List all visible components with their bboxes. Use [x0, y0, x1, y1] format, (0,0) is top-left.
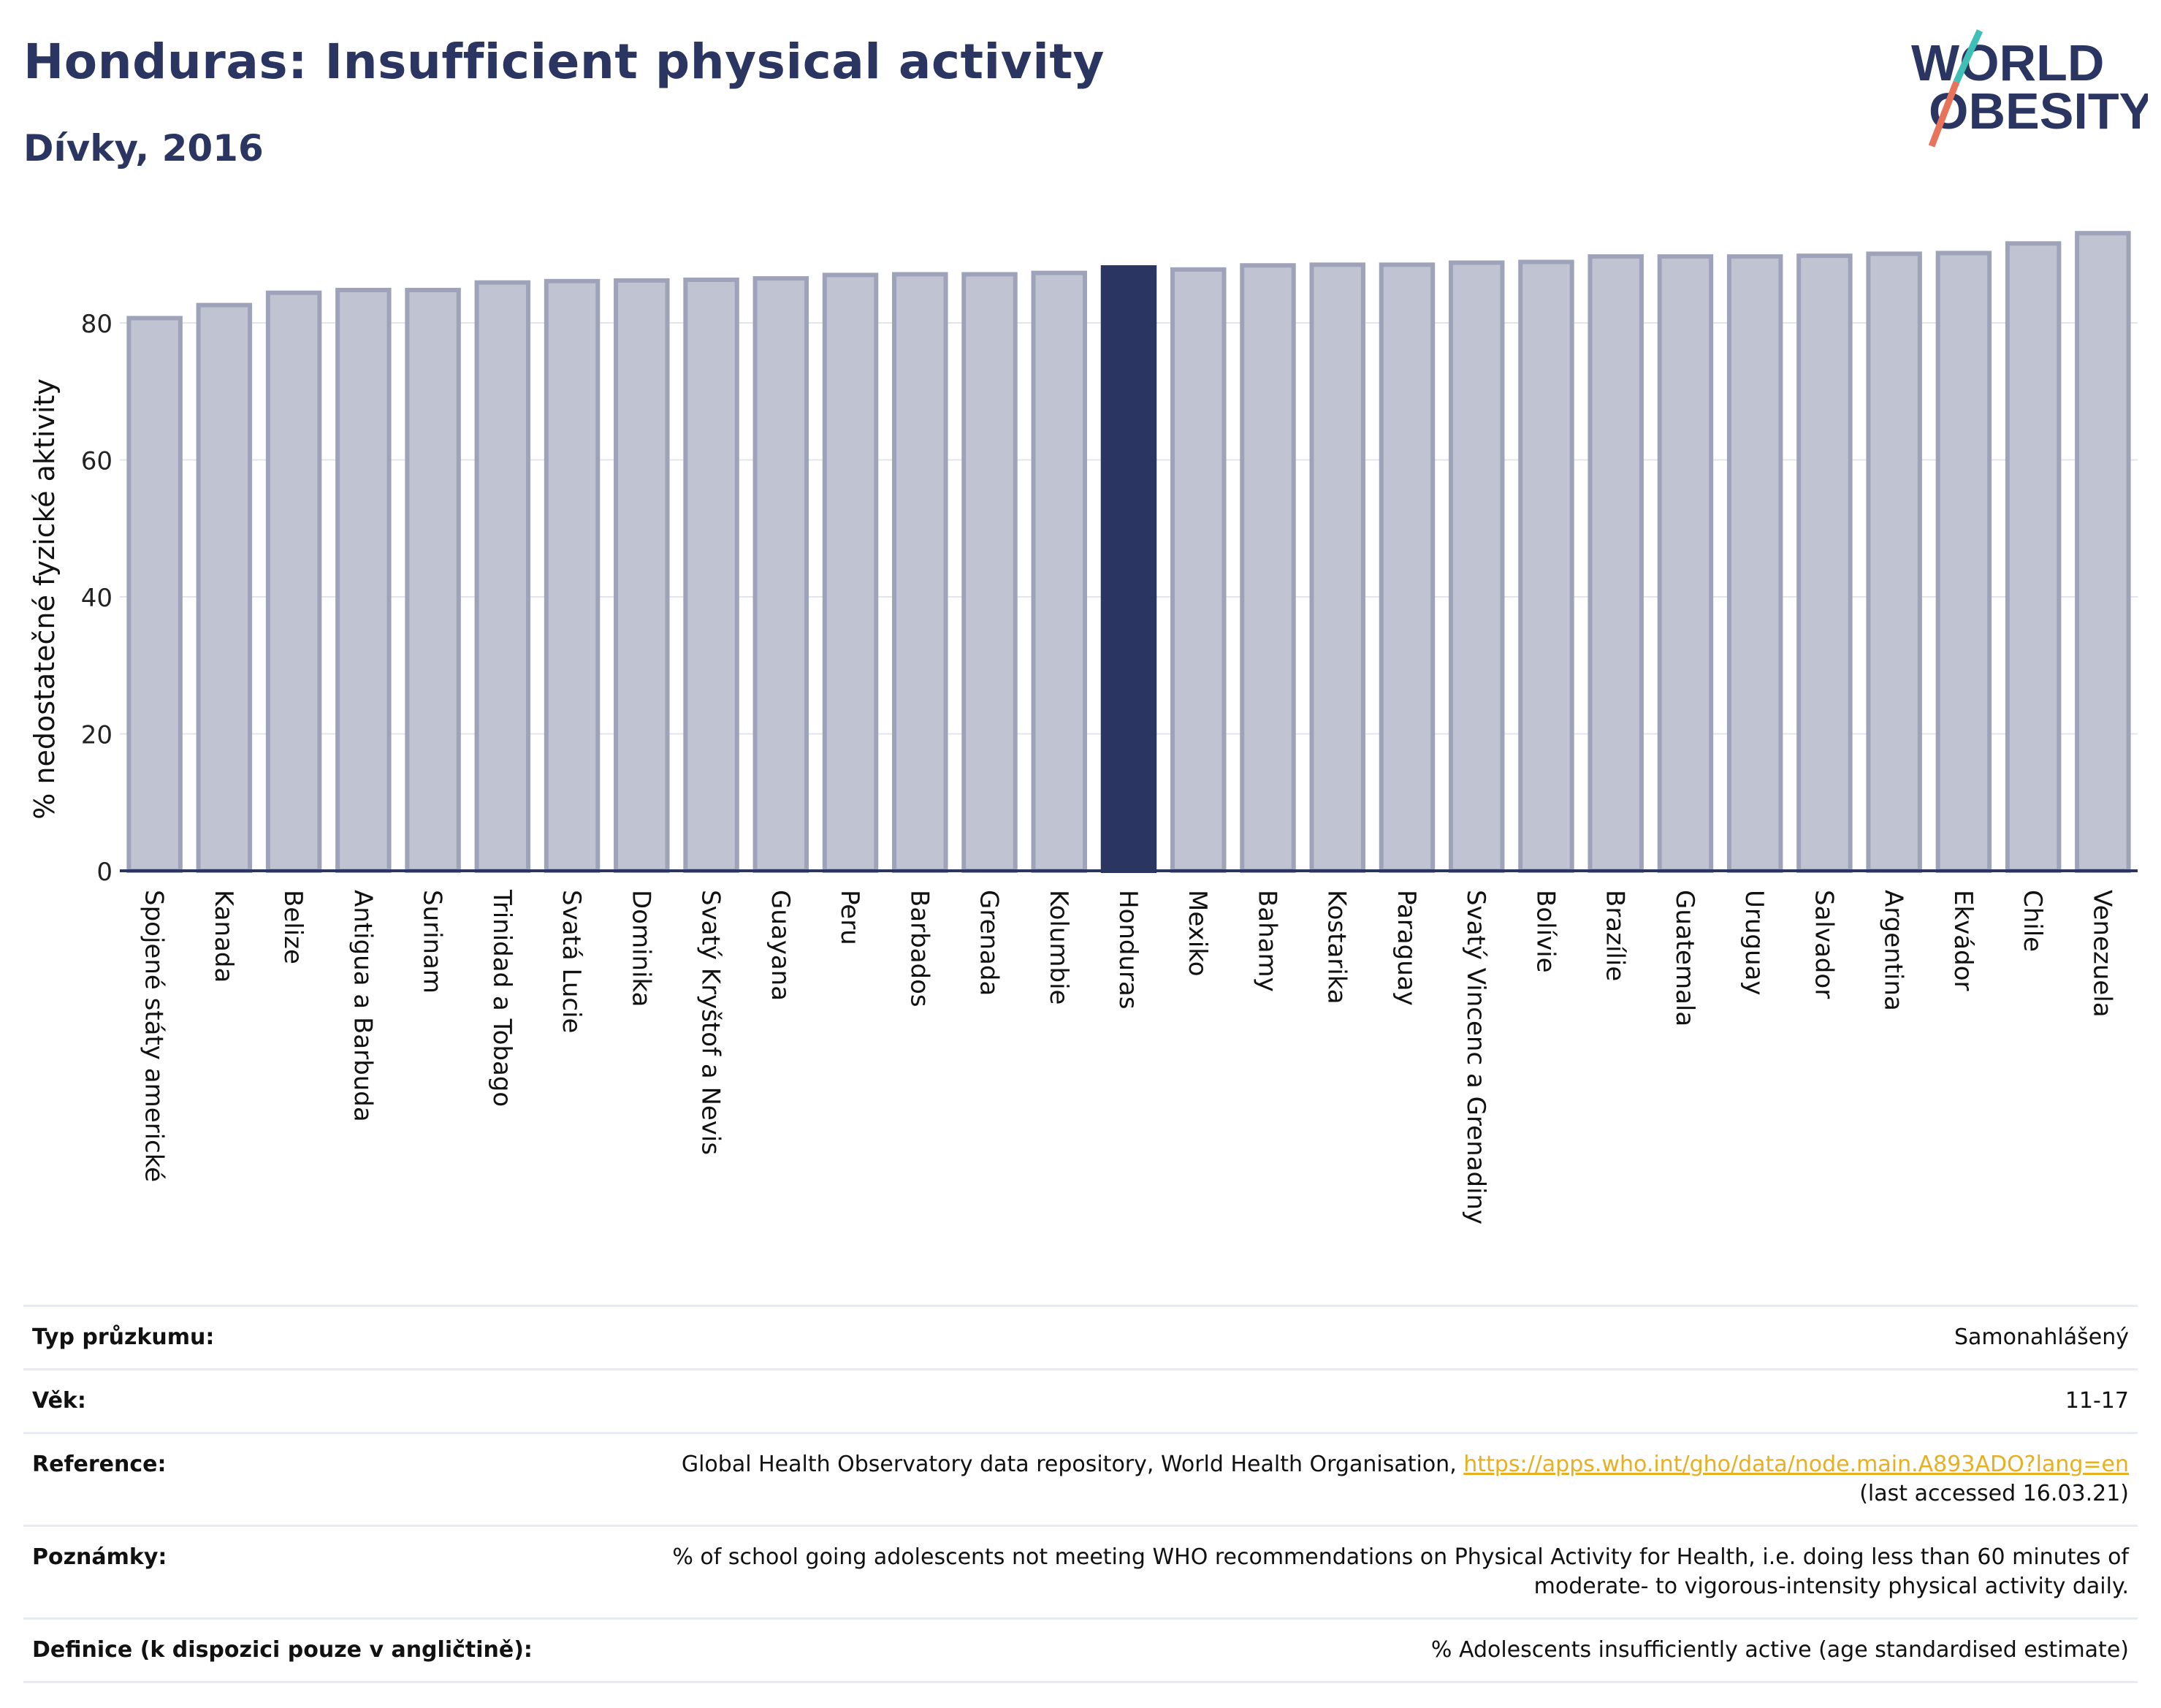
x-axis-ticks: Spojené státy americké Kanada Belize Antigu… [140, 889, 2117, 1224]
x-tick-label: Svatý Kryštof a Nevis [696, 890, 725, 1155]
bar-guatemala [1657, 254, 1714, 873]
meta-label: Věk: [23, 1368, 567, 1434]
x-tick-label: Bahamy [1252, 890, 1281, 992]
x-tick-label: Kanada [209, 890, 238, 983]
x-tick-label: Venezuela [2087, 890, 2116, 1018]
meta-label: Reference: [23, 1432, 567, 1527]
logo-slash-coral [1928, 80, 1960, 148]
reference-link[interactable]: https://apps.who.int/gho/data/node.main.… [1463, 1452, 2129, 1477]
x-tick-label: Antigua a Barbuda [348, 890, 377, 1122]
bar-brazílie [1588, 254, 1644, 873]
bar-svatý-kryštof-a-nevis [683, 277, 739, 873]
x-tick-label: Mexiko [1183, 890, 1212, 977]
bar-bahamy [1240, 263, 1296, 873]
bar-svatý-vincenc-a-grenadiny [1448, 260, 1505, 873]
reference-text: Global Health Observatory data repositor… [681, 1452, 1464, 1477]
meta-row-reference: Reference: Global Health Observatory dat… [23, 1432, 2138, 1527]
y-axis-label: % nedostatečné fyzické aktivity [28, 378, 61, 820]
logo-slash-teal [1953, 29, 1983, 83]
x-tick-label: Ekvádor [1948, 890, 1978, 991]
x-tick-label: Svatá Lucie [557, 890, 586, 1033]
x-tick-label: Barbados [904, 890, 934, 1007]
x-tick-label: Chile [2018, 890, 2047, 952]
y-tick-label: 80 [81, 310, 113, 339]
meta-value: Samonahlášený [567, 1305, 2138, 1370]
x-tick-label: Bolívie [1531, 890, 1560, 973]
bar-trinidad-a-tobago [474, 280, 531, 873]
y-tick-label: 40 [81, 584, 113, 613]
x-tick-label: Argentina [1879, 890, 1908, 1011]
bar-antigua-a-barbuda [335, 288, 392, 873]
x-tick-label: Svatý Vincenc a Grenadiny [1461, 890, 1490, 1224]
bar-honduras [1100, 265, 1157, 873]
x-tick-label: Kolumbie [1044, 890, 1073, 1004]
bar-dominika [614, 278, 670, 873]
x-tick-label: Peru [835, 890, 864, 945]
bar-chile [2005, 241, 2062, 873]
bar-grenada [961, 272, 1018, 873]
meta-row-definition: Definice (k dispozici pouze v angličtině… [23, 1617, 2138, 1683]
x-tick-label: Dominika [626, 890, 655, 1007]
x-tick-label: Guatemala [1670, 890, 1699, 1026]
bar-belize [265, 290, 322, 873]
bar-barbados [892, 272, 948, 873]
bar-salvador [1796, 253, 1853, 873]
y-tick-label: 0 [96, 858, 113, 887]
bar-paraguay [1379, 262, 1436, 873]
logo-line2: OBESITY [1929, 83, 2148, 140]
x-tick-label: Surinam [418, 890, 447, 994]
x-tick-label: Trinidad a Tobago [487, 889, 517, 1107]
bar-kostarika [1309, 262, 1365, 873]
bar-kanada [196, 302, 253, 873]
reference-accessed: (last accessed 16.03.21) [1859, 1481, 2129, 1506]
bar-bolívie [1518, 259, 1574, 873]
x-tick-label: Grenada [975, 890, 1004, 996]
bar-kolumbie [1031, 270, 1087, 873]
bar-guayana [752, 276, 809, 873]
y-tick-label: 60 [81, 447, 113, 476]
meta-label: Typ průzkumu: [23, 1305, 567, 1370]
y-axis-ticks: 0 20 40 60 80 [81, 310, 113, 887]
meta-label: Poznámky: [23, 1525, 567, 1620]
bar-uruguay [1726, 254, 1783, 873]
bar-venezuela [2075, 231, 2131, 873]
x-tick-label: Uruguay [1739, 890, 1769, 996]
x-tick-label: Honduras [1113, 890, 1143, 1010]
bar-argentina [1866, 251, 1922, 873]
bar-svatá-lucie [544, 278, 601, 873]
x-tick-label: Brazílie [1601, 890, 1630, 981]
x-tick-label: Salvador [1809, 890, 1838, 999]
bar-peru [822, 272, 879, 873]
page-title: Honduras: Insufficient physical activity [23, 34, 1105, 90]
y-tick-label: 20 [81, 721, 113, 750]
bar-spojené-státy-americké [126, 316, 183, 873]
bars [126, 231, 2131, 873]
meta-row-age: Věk: 11-17 [23, 1368, 2138, 1434]
bar-mexiko [1170, 267, 1227, 873]
bar-chart: 0 20 40 60 80 Spojené státy americké Kanada Be… [28, 231, 2138, 1224]
bar-ekvádor [1935, 251, 1992, 873]
meta-label: Definice (k dispozici pouze v angličtině… [23, 1617, 567, 1683]
meta-value: 11-17 [567, 1368, 2138, 1434]
metadata-table: Typ průzkumu: Samonahlášený Věk: 11-17 R… [23, 1305, 2138, 1683]
page-subtitle: Dívky, 2016 [23, 127, 264, 169]
x-tick-label: Guayana [766, 890, 795, 1001]
x-tick-label: Paraguay [1392, 890, 1421, 1006]
x-tick-label: Kostarika [1322, 890, 1352, 1004]
x-tick-label: Spojené státy americké [140, 890, 169, 1182]
meta-row-survey-type: Typ průzkumu: Samonahlášený [23, 1305, 2138, 1370]
notes-text: % of school going adolescents not meetin… [672, 1544, 2129, 1570]
world-obesity-logo: WORLD OBESITY [1911, 29, 2148, 148]
x-tick-label: Belize [278, 890, 308, 964]
meta-value: % Adolescents insufficiently active (age… [567, 1617, 2138, 1683]
notes-text-cont: moderate- to vigorous-intensity physical… [1533, 1574, 2129, 1599]
bar-surinam [405, 288, 461, 873]
logo-line1: WORLD [1911, 34, 2104, 91]
meta-row-notes: Poznámky: % of school going adolescents … [23, 1525, 2138, 1620]
